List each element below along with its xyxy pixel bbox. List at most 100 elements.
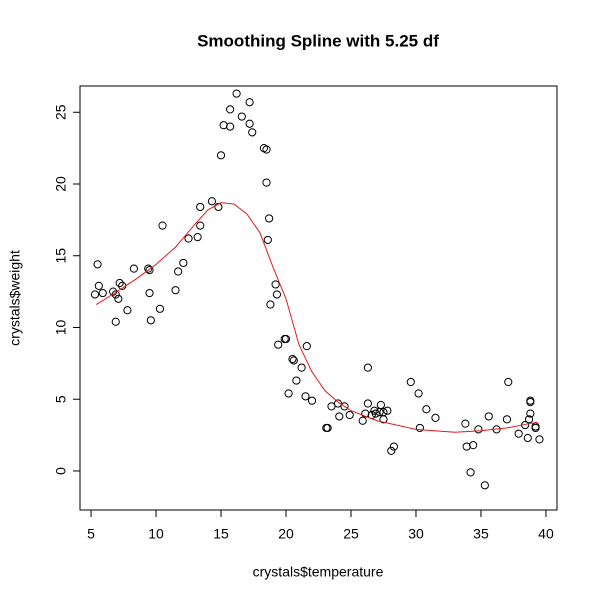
point [323,423,332,433]
x-tick-label: 15 [213,526,229,542]
point [98,288,107,298]
point [281,334,291,344]
point [266,300,275,309]
y-tick-label: 5 [53,395,69,403]
point [93,260,102,269]
point [146,316,155,325]
point [474,425,483,434]
point [193,232,202,242]
point [114,294,123,303]
point [292,376,301,385]
point [363,363,372,372]
point [263,235,272,245]
point [389,442,398,451]
point [274,340,283,349]
y-axis-label: crystals$weight [7,250,23,346]
point [406,377,415,387]
point [171,286,180,295]
point [145,265,154,275]
point [415,423,424,433]
point [115,278,124,288]
point [524,415,534,424]
point [461,419,470,428]
point [226,105,235,114]
point [340,402,349,411]
point [301,392,310,401]
point [297,363,306,372]
point [174,267,183,276]
point [514,429,523,438]
spline-fit [95,202,537,433]
point [245,119,254,128]
point [523,433,532,443]
point [262,178,271,187]
point [422,405,431,414]
y-tick-label: 20 [53,176,69,192]
point [129,264,139,273]
point [414,389,423,398]
point [302,342,311,351]
point [466,468,475,477]
point [265,214,274,223]
point [289,356,298,365]
point [376,400,385,410]
point [484,412,493,421]
x-tick-label: 40 [538,526,554,542]
point [184,234,193,243]
point [111,317,120,326]
point [155,304,165,313]
point [502,415,512,424]
x-tick-label: 10 [148,526,164,542]
point [531,423,540,433]
point [123,306,132,315]
x-tick-label: 30 [408,526,424,542]
point [535,435,544,444]
point [383,406,392,415]
point [284,389,293,398]
point [387,446,396,455]
y-tick-label: 25 [53,104,69,120]
point [232,89,241,98]
point [358,416,367,425]
point [237,112,246,121]
point [248,128,257,137]
x-tick-label: 25 [343,526,359,542]
point [144,264,153,273]
x-tick-label: 5 [87,526,95,542]
y-tick-label: 10 [53,319,69,335]
y-tick-label: 0 [53,467,69,475]
point [504,377,513,387]
point [271,280,280,289]
x-axis-label: crystals$temperature [253,564,384,580]
point [363,399,372,408]
point [272,290,282,299]
point [158,221,167,230]
point [431,413,440,422]
point [216,151,226,160]
point [379,408,388,417]
point [371,409,380,418]
chart-title: Smoothing Spline with 5.25 df [197,31,439,50]
point [245,98,254,107]
point [196,202,205,212]
point [90,290,100,299]
point [145,288,154,298]
point [335,412,344,421]
y-tick-label: 15 [53,248,69,264]
point [207,197,217,206]
x-tick-label: 20 [278,526,294,542]
point [480,481,489,490]
point [214,202,223,212]
point [94,281,103,290]
point [288,354,297,364]
point [262,145,271,154]
point [179,258,188,268]
x-tick-label: 35 [473,526,489,542]
point [307,396,317,405]
point [526,396,535,405]
point [526,409,535,418]
point [196,221,205,230]
point [469,441,478,450]
